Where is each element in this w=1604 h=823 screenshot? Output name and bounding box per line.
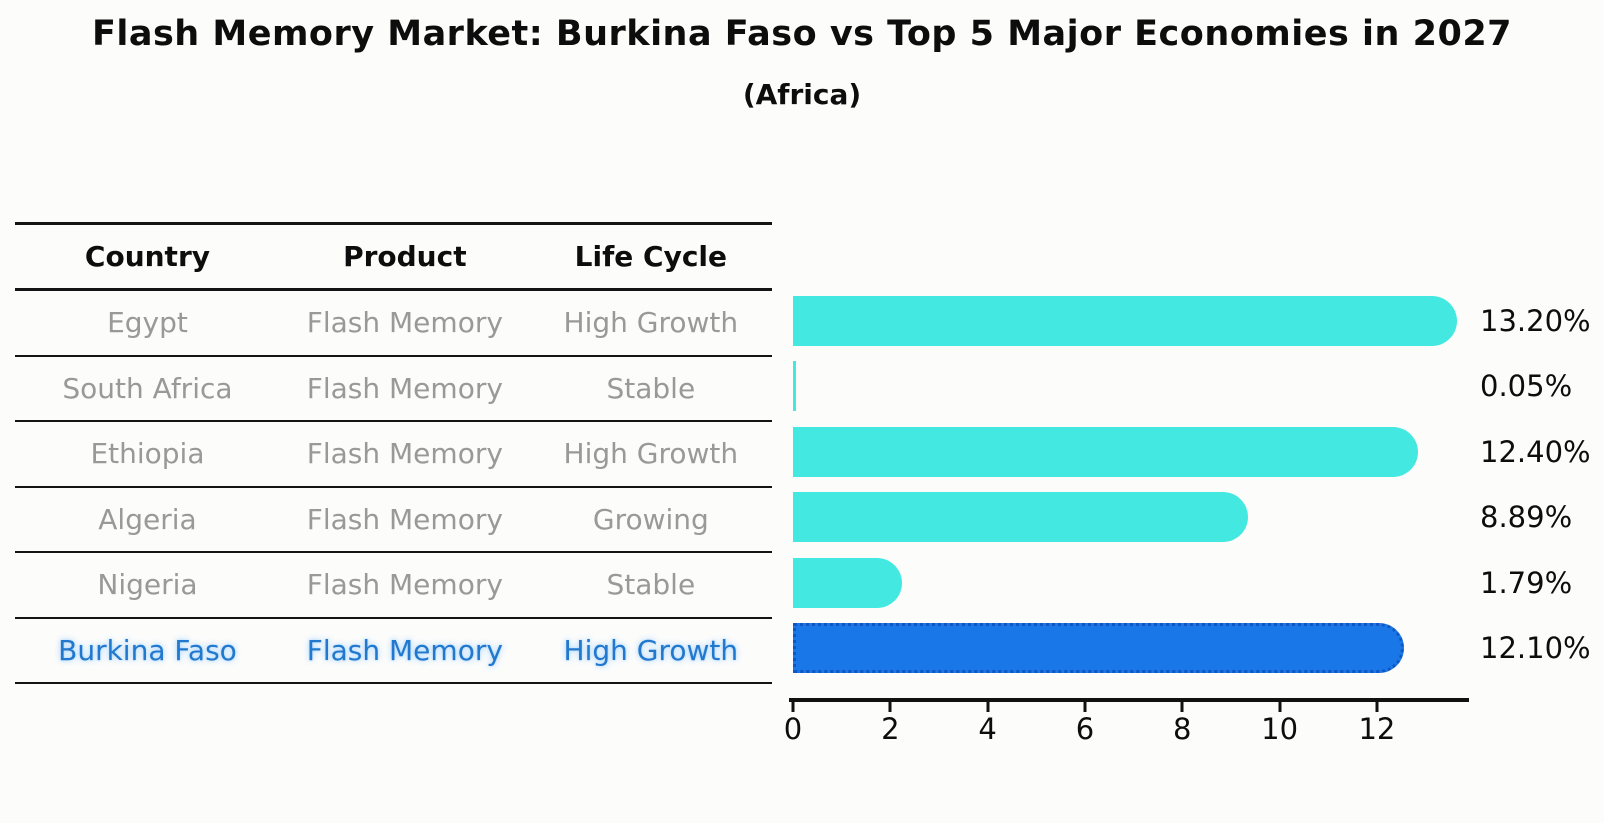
column-header-life-cycle: Life Cycle [574, 240, 728, 273]
table-row-burkina-faso: Burkina Faso Flash Memory High Growth [15, 619, 772, 684]
cell-product: Flash Memory [306, 437, 503, 471]
cell-life-cycle: Stable [606, 568, 696, 602]
value-label-egypt: 13.20% [1480, 303, 1591, 338]
cell-country: Algeria [98, 502, 197, 536]
cell-product: Flash Memory [306, 568, 503, 602]
cell-life-cycle: High Growth [563, 633, 739, 667]
cell-country: Nigeria [97, 568, 198, 602]
value-label-ethiopia: 12.40% [1480, 434, 1591, 469]
table-row-ethiopia: Ethiopia Flash Memory High Growth [15, 422, 772, 488]
table-row-nigeria: Nigeria Flash Memory Stable [15, 553, 772, 619]
chart-subtitle: (Africa) [742, 78, 862, 111]
x-tick-label: 0 [783, 712, 803, 746]
column-header-product: Product [343, 240, 467, 273]
cell-product: Flash Memory [306, 633, 503, 667]
table-header-row: Country Product Life Cycle [15, 225, 772, 291]
table-row-egypt: Egypt Flash Memory High Growth [15, 291, 772, 357]
value-label-south-africa: 0.05% [1480, 369, 1573, 404]
table-body: Egypt Flash Memory High Growth South Africa… [15, 291, 772, 684]
column-header-country: Country [84, 240, 211, 273]
x-tick-label: 10 [1261, 712, 1299, 746]
x-tick-mark [888, 702, 892, 712]
table-row-algeria: Algeria Flash Memory Growing [15, 488, 772, 553]
value-label-nigeria: 1.79% [1480, 565, 1573, 600]
value-label-burkina-faso: 12.10% [1480, 631, 1591, 666]
cell-product: Flash Memory [306, 371, 503, 405]
x-tick-mark [1180, 702, 1184, 712]
cell-country: Ethiopia [90, 437, 205, 471]
cell-life-cycle: High Growth [563, 437, 739, 471]
cell-country: Burkina Faso [58, 633, 237, 667]
x-axis-line [789, 698, 1469, 702]
cell-country: South Africa [62, 371, 233, 405]
cell-life-cycle: High Growth [563, 306, 739, 340]
bar-nigeria [793, 557, 903, 608]
bar-burkina-faso [793, 623, 1404, 674]
cell-life-cycle: Growing [592, 502, 709, 536]
cell-life-cycle: Stable [606, 371, 696, 405]
x-tick-mark [1083, 702, 1087, 712]
bar-plot-area [793, 288, 1473, 699]
x-tick-label: 12 [1358, 712, 1396, 746]
table-row-south-africa: South Africa Flash Memory Stable [15, 357, 772, 422]
bar-value-labels: 13.20% 0.05% 12.40% 8.89% 1.79% 12.10% [1480, 288, 1604, 699]
cell-country: Egypt [107, 306, 188, 340]
x-tick-label: 6 [1075, 712, 1095, 746]
value-label-algeria: 8.89% [1480, 500, 1573, 535]
x-tick-mark [1278, 702, 1282, 712]
x-tick-mark [791, 702, 795, 712]
bar-egypt [793, 295, 1458, 346]
x-tick-label: 8 [1173, 712, 1192, 746]
x-tick-label: 2 [881, 712, 900, 746]
bar-south-africa [793, 361, 796, 412]
bar-algeria [793, 492, 1248, 543]
cell-product: Flash Memory [306, 306, 503, 340]
x-tick-mark [1375, 702, 1379, 712]
bar-ethiopia [793, 426, 1419, 477]
x-tick-label: 4 [978, 712, 997, 746]
x-tick-mark [986, 702, 990, 712]
country-table: Country Product Life Cycle Egypt Flash Me… [15, 222, 772, 684]
cell-product: Flash Memory [306, 502, 503, 536]
chart-title: Flash Memory Market: Burkina Faso vs Top… [91, 14, 1513, 54]
